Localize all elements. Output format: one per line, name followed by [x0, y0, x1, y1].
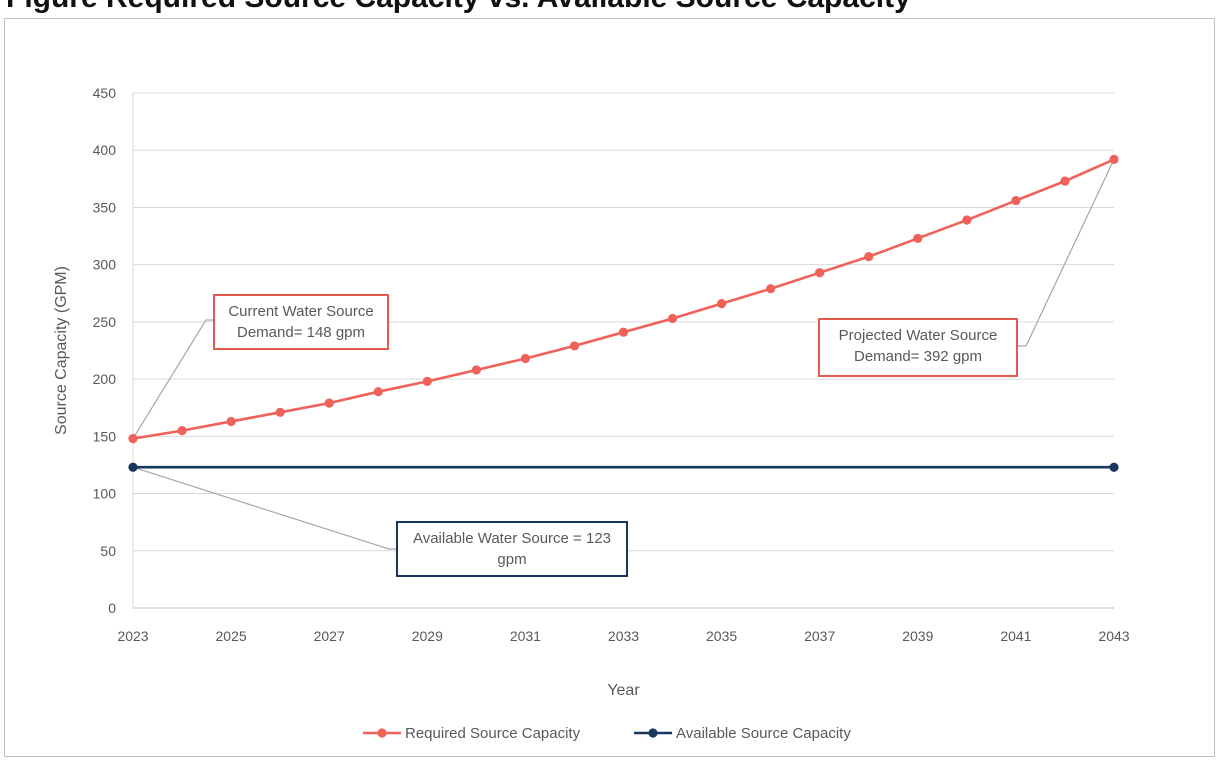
figure-title: Figure Required Source Capacity vs. Avai…: [0, 0, 1220, 18]
required-capacity-point: [226, 416, 236, 427]
x-axis-title: Year: [607, 682, 640, 699]
annotation-text: gpm: [497, 551, 526, 568]
legend: Required Source Capacity Available Source…: [363, 725, 851, 742]
x-tick-label: 2041: [1000, 628, 1031, 644]
y-tick-label: 200: [93, 371, 117, 387]
legend-label: Required Source Capacity: [405, 725, 581, 742]
required-capacity-point: [520, 353, 531, 364]
legend-swatch-marker: [648, 728, 658, 738]
required-capacity-point: [913, 233, 923, 243]
y-tick-label: 450: [93, 85, 117, 101]
annotation-box: [818, 318, 1018, 377]
required-capacity-point: [1060, 176, 1070, 186]
annotation-text: Demand= 392 gpm: [854, 348, 982, 365]
required-capacity-point: [864, 252, 874, 262]
y-axis-title: Source Capacity (GPM): [53, 266, 70, 435]
y-tick-labels: 0 50 100 150 200 250 300 350 400 450: [93, 85, 117, 616]
required-capacity-point: [569, 341, 580, 351]
required-capacity-point: [717, 298, 727, 309]
annotation-leader-line: [132, 319, 214, 439]
required-capacity-point: [177, 426, 187, 436]
required-capacity-point: [815, 268, 825, 278]
x-tick-label: 2029: [412, 628, 443, 644]
required-capacity-point: [667, 313, 678, 324]
x-tick-label: 2043: [1098, 628, 1129, 644]
y-tick-label: 350: [93, 199, 117, 215]
required-capacity-point: [275, 407, 285, 417]
annotation-text: Projected Water Source: [839, 327, 998, 344]
y-tick-label: 300: [93, 257, 117, 273]
y-tick-label: 250: [93, 314, 117, 330]
required-capacity-point: [618, 327, 629, 337]
annotation-leader-line: [132, 466, 397, 550]
legend-label: Available Source Capacity: [676, 725, 851, 742]
annotation-text: Current Water Source: [228, 303, 373, 320]
annotation-text: Available Water Source = 123: [413, 530, 611, 547]
annotation-text: Demand= 148 gpm: [237, 324, 365, 341]
required-capacity-point: [962, 215, 972, 225]
annotation-box: [213, 294, 389, 350]
y-tick-label: 0: [108, 600, 116, 616]
required-capacity-point: [128, 434, 138, 444]
annotation-leaders: [132, 159, 1115, 550]
required-capacity-point: [766, 284, 776, 294]
x-tick-label: 2031: [510, 628, 541, 644]
required-capacity-point: [471, 365, 481, 375]
figure-title-text: Figure Required Source Capacity vs. Avai…: [6, 0, 911, 18]
available-capacity-point: [1109, 462, 1119, 472]
annotation-box: [396, 521, 628, 577]
annotation-leader-line: [1017, 159, 1115, 347]
required-capacity-point: [1109, 154, 1119, 164]
x-tick-label: 2035: [706, 628, 737, 644]
y-tick-label: 50: [100, 543, 116, 559]
x-tick-label: 2027: [314, 628, 345, 644]
y-tick-label: 400: [93, 142, 117, 158]
x-tick-label: 2023: [117, 628, 148, 644]
series-layer: [128, 154, 1119, 472]
x-tick-label: 2037: [804, 628, 835, 644]
required-capacity-point: [422, 376, 432, 386]
y-tick-label: 150: [93, 428, 117, 444]
x-tick-label: 2033: [608, 628, 639, 644]
x-tick-label: 2025: [216, 628, 247, 644]
x-tick-label: 2039: [902, 628, 933, 644]
required-capacity-point: [373, 387, 383, 397]
y-tick-label: 100: [93, 486, 117, 502]
legend-swatch-marker: [377, 728, 387, 738]
annotation-boxes: Current Water Source Demand= 148 gpm Proje…: [213, 294, 1018, 577]
required-capacity-point: [1011, 195, 1021, 206]
available-capacity-point: [128, 462, 138, 472]
x-tick-labels: 2023 2025 2027 2029 2031 2033 2035 2037 2039 2041…: [117, 628, 1129, 644]
required-capacity-point: [324, 398, 334, 408]
chart-frame: [4, 18, 1215, 757]
